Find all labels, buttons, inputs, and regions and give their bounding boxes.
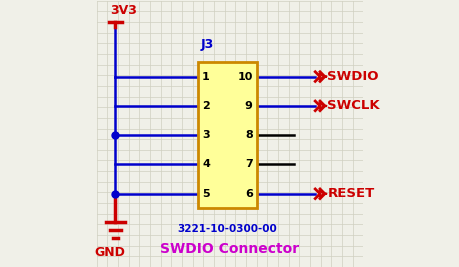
Text: 4: 4 xyxy=(202,159,209,170)
Text: SWDIO Connector: SWDIO Connector xyxy=(160,242,299,256)
Text: 9: 9 xyxy=(244,101,252,111)
Text: 10: 10 xyxy=(237,72,252,82)
Text: 8: 8 xyxy=(244,130,252,140)
Text: GND: GND xyxy=(95,246,125,259)
Text: SWCLK: SWCLK xyxy=(327,99,379,112)
Text: 2: 2 xyxy=(202,101,209,111)
Text: 5: 5 xyxy=(202,189,209,199)
Text: SWDIO: SWDIO xyxy=(327,70,378,83)
Text: 3: 3 xyxy=(202,130,209,140)
Text: J3: J3 xyxy=(200,38,213,51)
Text: 1: 1 xyxy=(202,72,209,82)
Text: 7: 7 xyxy=(244,159,252,170)
Text: 3V3: 3V3 xyxy=(110,4,137,17)
Text: 3221-10-0300-00: 3221-10-0300-00 xyxy=(177,224,277,234)
Text: 6: 6 xyxy=(244,189,252,199)
Text: RESET: RESET xyxy=(327,187,374,200)
Bar xyxy=(198,62,256,209)
